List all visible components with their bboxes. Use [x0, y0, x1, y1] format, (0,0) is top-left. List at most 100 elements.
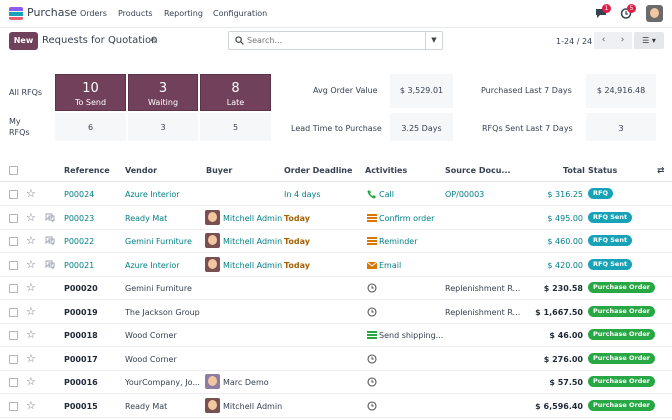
list-view-button[interactable]: ☰ ▾	[634, 32, 664, 49]
row-reference[interactable]: P00018	[64, 331, 98, 340]
row-activity[interactable]	[367, 353, 377, 366]
status-badge: RFQ	[588, 188, 613, 199]
my-rfqs-waiting[interactable]: 3	[160, 123, 166, 132]
col-vendor[interactable]: Vendor	[125, 166, 158, 175]
row-vendor: YourCompany, Jo...	[125, 378, 200, 387]
list-icon: ☰ ▾	[642, 36, 656, 45]
row-reference[interactable]: P00016	[64, 378, 98, 387]
row-reference[interactable]: P00017	[64, 354, 98, 364]
row-reference[interactable]: P00020	[64, 284, 98, 293]
user-avatar[interactable]	[646, 5, 663, 22]
row-checkbox[interactable]	[9, 213, 18, 223]
table-row[interactable]: ☆ P00019 The Jackson Group Replenishment R.…	[0, 300, 672, 324]
menu-products[interactable]: Products	[118, 9, 153, 18]
search-bar[interactable]: ▼	[228, 31, 443, 50]
row-reference[interactable]: P00022	[64, 237, 95, 246]
row-source-document: Replenishment R...	[445, 307, 521, 317]
caret-down-icon: ▼	[431, 36, 437, 44]
row-checkbox[interactable]	[9, 284, 18, 293]
row-vendor: Wood Corner	[125, 331, 177, 340]
row-checkbox[interactable]	[9, 378, 18, 387]
status-badge: Purchase Order	[588, 376, 656, 387]
star-icon[interactable]: ☆	[26, 281, 36, 294]
gear-icon[interactable]: ⚙	[150, 36, 159, 46]
my-rfqs-late-cell[interactable]	[200, 113, 271, 141]
table-row[interactable]: ☆ P00020 Gemini Furniture Replenishment R..…	[0, 276, 672, 300]
row-reference[interactable]: P00023	[64, 213, 95, 223]
star-icon[interactable]: ☆	[26, 210, 36, 224]
row-reference[interactable]: P00015	[64, 401, 98, 411]
column-settings-icon[interactable]: ⇄	[657, 166, 665, 176]
my-rfqs-late[interactable]: 5	[232, 123, 239, 132]
row-activity[interactable]	[367, 306, 377, 319]
star-icon[interactable]: ☆	[26, 234, 36, 247]
clock-icon	[367, 353, 377, 364]
star-icon[interactable]: ☆	[26, 375, 36, 388]
tile-late[interactable]: 8 Late	[200, 74, 271, 111]
table-row[interactable]: ☆ P00018 Wood Corner Send shipping... $ 46.0…	[0, 323, 672, 347]
table-row[interactable]: ☆ P00022 Gemini Furniture Mitchell Admin Tod…	[0, 229, 672, 253]
col-activities[interactable]: Activities	[365, 166, 408, 175]
buyer-name: Mitchell Admin	[223, 237, 283, 246]
new-button[interactable]: New	[9, 32, 38, 50]
star-icon[interactable]: ☆	[26, 257, 36, 271]
menu-orders[interactable]: Orders	[80, 9, 107, 18]
table-row[interactable]: ☆ P00024 Azure Interior In 4 days Call OP/000…	[0, 182, 672, 206]
row-activity[interactable]	[367, 283, 377, 295]
star-icon[interactable]: ☆	[26, 351, 36, 365]
message-icon[interactable]	[45, 260, 55, 269]
my-rfqs-to-send[interactable]: 6	[87, 123, 94, 132]
row-reference[interactable]: P00019	[64, 307, 98, 317]
row-checkbox[interactable]	[9, 237, 18, 246]
row-checkbox[interactable]	[9, 401, 18, 411]
row-checkbox[interactable]	[9, 260, 18, 270]
activities-button[interactable]: 5	[620, 4, 636, 19]
search-options-toggle[interactable]: ▼	[425, 32, 442, 49]
tile-to-send[interactable]: 10 To Send	[55, 74, 126, 111]
row-activity[interactable]	[367, 377, 377, 389]
tile-waiting[interactable]: 3 Waiting	[128, 74, 198, 111]
col-order-deadline[interactable]: Order Deadline	[284, 166, 353, 175]
my-rfqs-label-line2: RFQs	[9, 128, 30, 137]
star-icon[interactable]: ☆	[26, 187, 36, 200]
message-icon[interactable]	[45, 236, 55, 245]
row-activity[interactable]	[367, 400, 377, 413]
purchase-app-icon[interactable]	[9, 7, 23, 20]
search-input[interactable]	[247, 34, 417, 47]
pager-value[interactable]: 1-24 / 24	[556, 37, 593, 46]
table-row[interactable]: ☆ P00021 Azure Interior Mitchell Admin Today…	[0, 253, 672, 277]
row-reference[interactable]: P00021	[64, 260, 95, 270]
page-title[interactable]: Requests for Quotation	[42, 35, 158, 46]
my-rfqs-waiting-cell[interactable]	[128, 113, 198, 141]
pager-previous-button[interactable]: ‹	[594, 32, 613, 49]
col-source-document[interactable]: Source Docu...	[445, 166, 511, 175]
col-reference[interactable]: Reference	[64, 166, 110, 175]
row-checkbox[interactable]	[9, 331, 18, 340]
star-icon[interactable]: ☆	[26, 328, 36, 341]
app-name[interactable]: Purchase	[27, 6, 77, 19]
select-all-checkbox[interactable]	[9, 166, 18, 175]
row-checkbox[interactable]	[9, 307, 18, 317]
row-checkbox[interactable]	[9, 190, 18, 199]
activity-label: Confirm order	[379, 213, 435, 223]
message-icon[interactable]	[45, 213, 55, 222]
table-row[interactable]: ☆ P00023 Ready Mat Mitchell Admin Today Confi…	[0, 206, 672, 230]
table-row[interactable]: ☆ P00015 Ready Mat Mitchell Admin $ 6,596.40…	[0, 394, 672, 418]
menu-configuration[interactable]: Configuration	[213, 9, 268, 18]
pager-next-button[interactable]: ›	[613, 32, 632, 49]
table-row[interactable]: ☆ P00016 YourCompany, Jo... Marc Demo $ 57.5…	[0, 370, 672, 394]
avatar	[205, 209, 220, 225]
my-rfqs-to-send-cell[interactable]	[55, 113, 126, 141]
messages-button[interactable]: 1	[595, 4, 611, 19]
row-reference[interactable]: P00024	[64, 190, 95, 199]
row-vendor: Azure Interior	[125, 190, 180, 199]
menu-reporting[interactable]: Reporting	[164, 9, 203, 18]
col-status[interactable]: Status	[588, 166, 618, 175]
table-row[interactable]: ☆ P00017 Wood Corner $ 276.00 Purchase Order	[0, 347, 672, 371]
lead-time-bg	[390, 113, 453, 141]
row-checkbox[interactable]	[9, 354, 18, 364]
col-buyer[interactable]: Buyer	[206, 166, 233, 175]
star-icon[interactable]: ☆	[26, 398, 36, 412]
star-icon[interactable]: ☆	[26, 304, 36, 318]
col-total[interactable]: Total	[563, 166, 585, 175]
